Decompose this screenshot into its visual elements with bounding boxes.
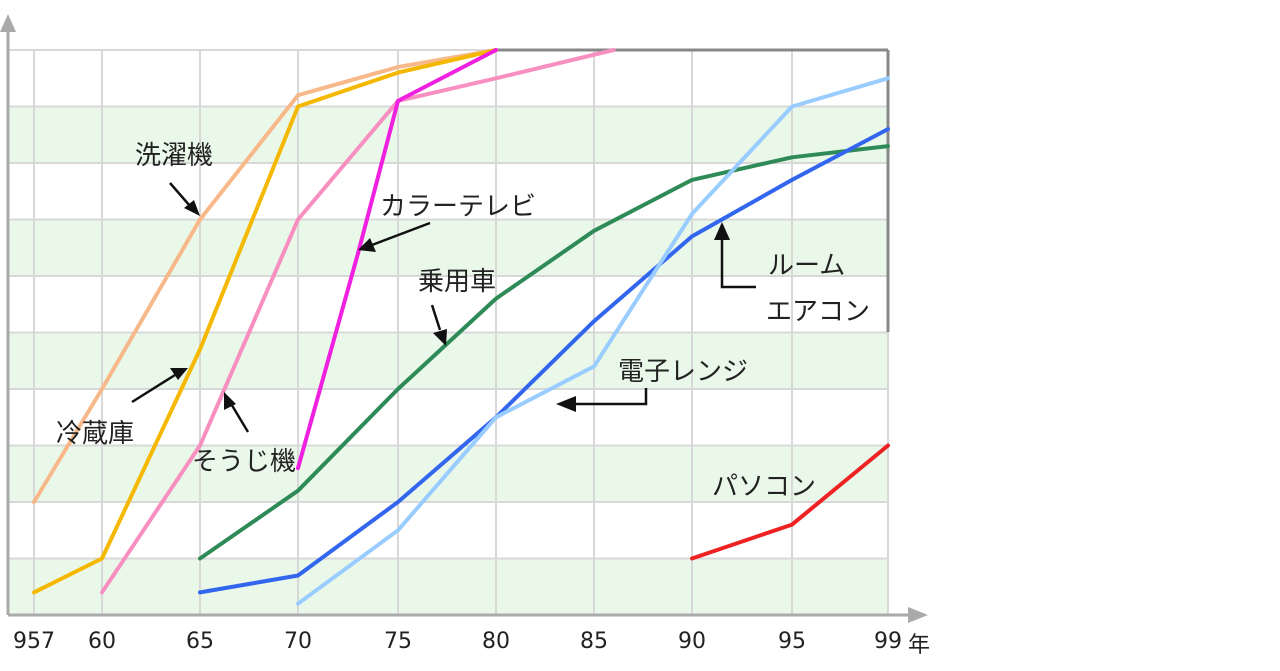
x-axis-label: 年	[908, 633, 930, 658]
y-axis-arrow	[0, 14, 16, 32]
x-tick-label: 75	[384, 629, 412, 654]
plot-band	[8, 219, 888, 276]
axes	[0, 14, 928, 623]
series-line	[690, 443, 890, 561]
label-aircon: エアコン	[766, 297, 870, 327]
x-tick-labels: 957 60 65 70 75 80 85 90 95 99	[13, 629, 902, 654]
x-tick-label: 99	[874, 629, 902, 654]
annotation-arrows	[131, 182, 756, 433]
label-denshirenji: 電子レンジ	[618, 357, 748, 387]
plot-band	[8, 558, 888, 615]
series-lines	[32, 48, 890, 606]
x-tick-label: 85	[580, 629, 608, 654]
arrow-soujiki	[224, 392, 250, 433]
arrow-denshirenji	[556, 388, 648, 412]
series-line	[32, 48, 498, 504]
plot-bands	[8, 50, 888, 615]
label-room: ルーム	[768, 251, 845, 281]
x-tick-label: 65	[186, 629, 214, 654]
x-axis-arrow	[908, 607, 928, 623]
series-line	[296, 48, 498, 471]
annotation-labels: 洗濯機 冷蔵庫 そうじ機 カラーテレビ 乗用車 電子レンジ ルーム エアコン パ…	[56, 141, 870, 502]
plot-band	[8, 502, 888, 559]
arrow-reizouko	[131, 368, 188, 404]
label-soujiki: そうじ機	[192, 447, 296, 477]
series-line	[296, 76, 890, 606]
label-reizouko: 冷蔵庫	[56, 419, 134, 449]
arrow-jouyousha	[430, 304, 447, 346]
plot-band	[8, 276, 888, 333]
arrow-sentakuki	[169, 182, 200, 216]
x-tick-label: 957	[13, 629, 55, 654]
arrow-roomaircon	[714, 222, 756, 289]
x-tick-label: 90	[678, 629, 706, 654]
series-line	[32, 48, 498, 595]
label-sentakuki: 洗濯機	[135, 141, 213, 171]
label-pasokon: パソコン	[712, 472, 816, 502]
label-colortv: カラーテレビ	[380, 192, 536, 222]
x-tick-label: 95	[778, 629, 806, 654]
label-jouyousha: 乗用車	[418, 267, 496, 297]
arrow-colortv	[358, 221, 431, 252]
plot-band	[8, 389, 888, 446]
x-tick-label: 60	[88, 629, 116, 654]
series-line	[100, 48, 616, 595]
series-line	[198, 127, 890, 595]
plot-band	[8, 106, 888, 163]
x-tick-label: 70	[284, 629, 312, 654]
x-tick-label: 80	[482, 629, 510, 654]
series-line	[198, 144, 890, 561]
